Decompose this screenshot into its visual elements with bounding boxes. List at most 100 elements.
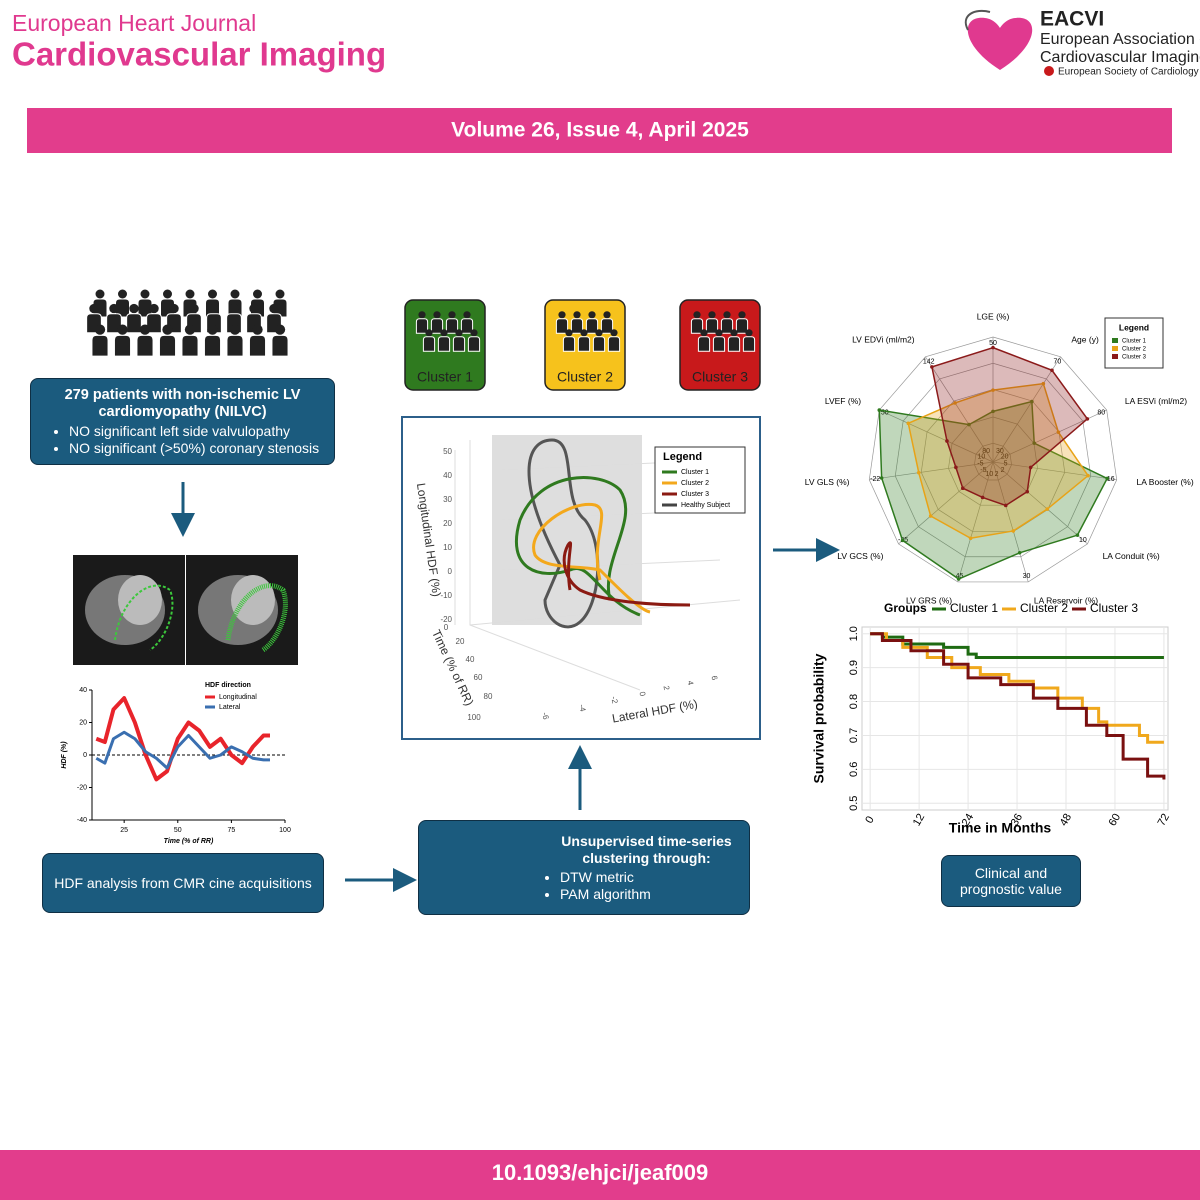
radar-point: [1003, 503, 1008, 508]
y-tick-label: 20: [79, 719, 87, 726]
radar-tick-label: 30: [996, 448, 1004, 455]
radar-tick-label: 45: [956, 573, 964, 580]
person-body: [705, 318, 719, 334]
axis-label: LA Conduit (%): [1103, 551, 1160, 561]
radar-point: [968, 536, 973, 541]
person-head: [184, 324, 196, 335]
axis-label: LV GLS (%): [805, 477, 850, 487]
radar-point: [928, 514, 933, 518]
y-tick-label: 0.5: [848, 796, 860, 811]
person-head: [573, 311, 581, 319]
y-tick-label: -10: [440, 591, 452, 600]
cluster-label: Cluster 2: [557, 369, 613, 385]
person-head: [189, 303, 199, 314]
patients-box: 279 patients with non-ischemic LV cardio…: [30, 378, 335, 465]
radar-point: [967, 422, 971, 427]
legend-label: Cluster 3: [1122, 355, 1147, 361]
cluster-label: Cluster 1: [417, 369, 473, 385]
person-body: [445, 318, 459, 334]
journal-name: European Heart Journal: [12, 10, 256, 36]
person-head: [470, 329, 478, 337]
clustering-list: DTW metric PAM algorithm: [544, 869, 749, 903]
axis-label: LVEF (%): [825, 396, 861, 406]
person-body: [712, 336, 726, 352]
person-head: [95, 289, 105, 299]
y-axis-label: HDF (%): [61, 741, 68, 769]
y-tick-label: 40: [443, 471, 452, 480]
person-body: [126, 313, 142, 334]
radar-tick-label: 30: [1023, 573, 1031, 580]
esc-logo: [1044, 66, 1054, 76]
axis-label: LV EDVi (ml/m2): [852, 334, 915, 344]
legend-label: Cluster 3: [681, 491, 709, 498]
legend-label: Cluster 2: [1122, 347, 1147, 353]
survival-curve: [870, 632, 1166, 780]
person-head: [208, 289, 217, 299]
person-head: [249, 303, 259, 314]
legend-label: Cluster 2: [681, 480, 709, 487]
person-head: [708, 311, 716, 319]
logo-swoosh: [964, 10, 991, 31]
patients-bullet: NO significant left side valvulopathy: [69, 423, 326, 440]
line-series: [95, 696, 270, 782]
person-body: [113, 334, 132, 357]
radar-spoke: [992, 461, 1117, 481]
person-head: [715, 329, 723, 337]
radar-point: [930, 365, 934, 369]
radar-ring: [948, 416, 1038, 506]
radar-point: [879, 476, 884, 480]
person-head: [448, 311, 456, 319]
clustering-bullet: PAM algorithm: [560, 886, 749, 903]
person-head: [693, 311, 701, 319]
radar-tick-label: 50: [881, 409, 889, 416]
x-tick-label: -4: [577, 704, 587, 713]
radar-tick-label: 10: [1079, 537, 1087, 544]
person-body: [181, 334, 199, 357]
radar-point: [945, 439, 949, 443]
radar-point: [1056, 430, 1061, 434]
axis-label: LA Reservoir (%): [1034, 595, 1098, 605]
cluster-icons: Cluster 1 Cluster 2 Cluster 3: [404, 299, 761, 391]
radar-point: [1028, 465, 1033, 470]
radar-point: [954, 465, 958, 470]
person-head: [140, 289, 150, 299]
radar-point: [1045, 507, 1050, 511]
person-body: [460, 318, 474, 334]
radar-point: [1105, 476, 1109, 481]
radar-area: [931, 346, 1089, 507]
axis-label: LGE (%): [977, 311, 1010, 321]
person-body: [203, 334, 222, 357]
person-head: [723, 311, 731, 319]
x-tick-label: 25: [120, 827, 128, 834]
eacvi-logo: [967, 17, 1033, 70]
y-tick-label: -40: [77, 817, 87, 824]
y-axis-label: Survival probability: [811, 653, 827, 783]
radar-point: [1086, 473, 1090, 478]
person-body: [727, 336, 741, 352]
person-head: [433, 311, 441, 319]
person-body: [592, 336, 606, 352]
radar-tick-label: 20: [1001, 454, 1009, 461]
radar-ring: [974, 442, 1012, 481]
person-body: [697, 336, 711, 352]
x-tick-label: -6: [540, 712, 550, 721]
person-body: [115, 298, 130, 318]
line-series: [95, 730, 270, 770]
radar-point: [1025, 489, 1030, 494]
footer-banner: [0, 1150, 1200, 1200]
radar-tick-label: 2: [1001, 467, 1005, 474]
person-head: [118, 289, 127, 299]
y-tick-label: 50: [443, 447, 452, 456]
clustering-title: Unsupervised time-series clustering thro…: [561, 832, 732, 866]
person-body: [467, 336, 481, 352]
person-head: [117, 324, 128, 335]
person-body: [562, 336, 576, 352]
legend-swatch: [1112, 338, 1118, 343]
legend-title: Legend: [663, 451, 702, 463]
person-head: [209, 303, 219, 314]
radar-spoke: [898, 461, 994, 545]
person-body: [570, 318, 584, 334]
y-tick-label: 10: [443, 543, 452, 552]
person-body: [555, 318, 569, 334]
